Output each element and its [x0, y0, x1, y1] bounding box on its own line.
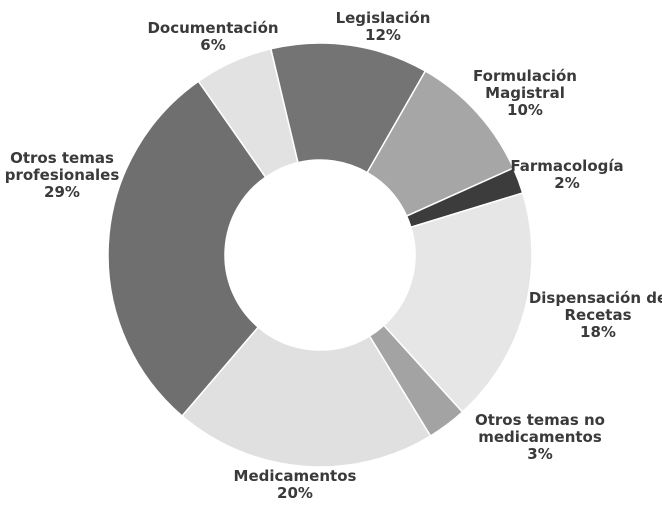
donut-segment: [107, 80, 267, 418]
category-name: Otros temas no medicamentos: [474, 411, 605, 446]
segment-label: Formulación Magistral 10%: [465, 68, 585, 119]
segment-label: Otros temas profesionales 29%: [2, 150, 122, 201]
segment-label: Dispensación de Recetas 18%: [528, 290, 662, 341]
value-label: 10%: [507, 101, 543, 119]
category-name: Farmacología: [510, 157, 624, 175]
category-name: Legislación: [335, 9, 431, 27]
segment-label: Otros temas no medicamentos 3%: [465, 412, 615, 463]
segment-label: Legislación 12%: [323, 10, 443, 44]
value-label: 12%: [365, 26, 401, 44]
category-name: Medicamentos: [233, 467, 357, 485]
value-label: 6%: [200, 36, 226, 54]
segment-label: Farmacología 2%: [507, 158, 627, 192]
category-name: Formulación Magistral: [473, 67, 577, 102]
donut-segment: [269, 42, 427, 174]
category-name: Dispensación de Recetas: [528, 289, 662, 324]
value-label: 20%: [277, 484, 313, 502]
category-name: Documentación: [147, 19, 279, 37]
segment-label: Documentación 6%: [138, 20, 288, 54]
value-label: 18%: [580, 323, 616, 341]
donut-segment: [382, 192, 533, 414]
category-name: Otros temas profesionales: [4, 149, 120, 184]
value-label: 29%: [44, 183, 80, 201]
value-label: 2%: [554, 174, 580, 192]
donut-segment: [180, 326, 432, 468]
segment-label: Medicamentos 20%: [220, 468, 370, 502]
value-label: 3%: [527, 445, 553, 463]
